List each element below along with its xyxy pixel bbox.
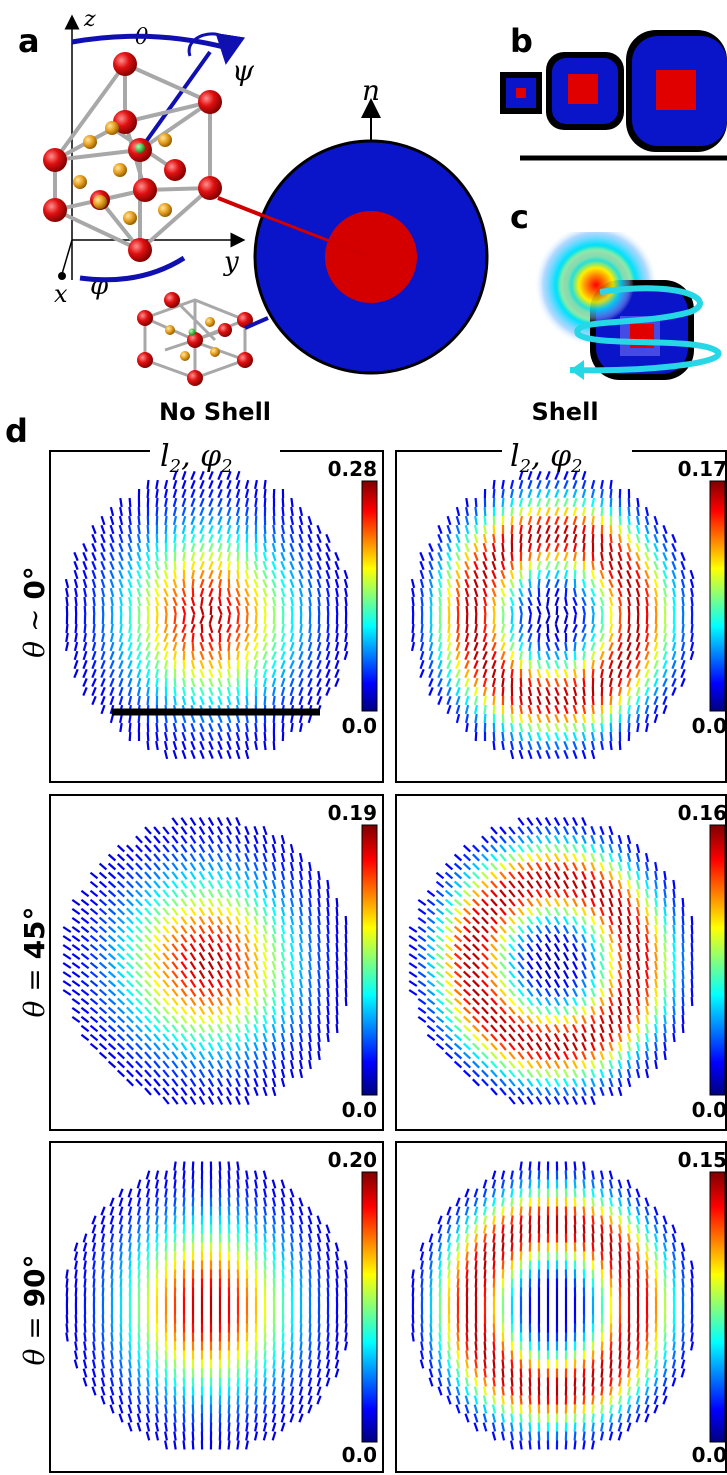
col-title-shell: Shell [531,398,598,426]
quiver-r0-c1 [410,470,695,760]
cbar-max: 0.17 [678,457,727,481]
cbar-max: 0.28 [328,457,377,481]
axis-label-x: x [54,280,68,308]
angle-label-psi: ψ [232,54,255,87]
panel-label-c: c [510,198,529,236]
psi-rotation-arrow [187,32,246,65]
pointer-line-blue [244,316,269,330]
colorbar-r2-c0: 0.20 0.0 [328,1148,378,1467]
cbar-max: 0.16 [678,801,727,825]
panel-a: a z y x θ ψ φ [18,7,489,386]
cbar-min: 0.0 [692,1098,727,1122]
plot-frames [49,450,727,1473]
colorbar-r1-c1: 0.16 0.0 [678,801,727,1122]
x-axis [61,239,73,275]
panel-b: b [500,22,727,161]
inner-disk [325,211,417,303]
quiver-r1-c0 [62,816,348,1106]
cbar-min: 0.0 [342,1098,377,1122]
plot-frame [49,450,384,783]
axis-label-y: y [223,247,239,277]
col-subtitle-shell: l2, φ2 [510,439,583,477]
col-title-no-shell: No Shell [159,398,271,426]
row-label-theta-90: θ = 90° [18,1254,51,1365]
panel-c: c [510,198,722,380]
col-subtitle-no-shell: l2, φ2 [160,439,233,477]
panel-d: d No Shell Shell l2, φ2 l2, φ2 0.28 0.0 … [5,398,727,1473]
phi-arc [79,255,186,283]
cbar-max: 0.19 [328,801,377,825]
colorbar-r0-c0: 0.28 0.0 [328,457,378,738]
plot-frame [395,794,727,1131]
panel-label-d: d [5,412,28,450]
row-label-theta-0: θ ∼ 0° [18,566,51,658]
row-label-theta-45: θ = 45° [18,906,51,1017]
swirl-arrow [569,285,722,374]
orientation-axis [138,50,212,152]
colorbar-r0-c1: 0.17 0.0 [678,457,727,738]
quiver-fields [62,470,695,1450]
theta-arc [71,33,229,51]
quiver-r1-c1 [408,816,694,1106]
plot-frame [395,1141,727,1473]
quiver-r2-c1 [411,1161,694,1450]
plot-frame [49,1141,384,1473]
axis-label-z: z [83,7,96,32]
cbar-min: 0.0 [342,714,377,738]
panel-label-a: a [18,22,40,60]
cbar-min: 0.0 [692,1443,727,1467]
normal-label: n [362,74,380,107]
quiver-r2-c0 [65,1161,348,1450]
cbar-max: 0.15 [678,1148,727,1172]
pointer-line-red-inside [217,196,372,259]
center-atom [135,143,145,153]
small-atoms [73,121,172,225]
origin-dot [58,272,66,280]
cbar-min: 0.0 [692,714,727,738]
cbar-min: 0.0 [342,1443,377,1467]
plot-frame [49,794,384,1131]
plot-frame [395,450,727,783]
cbar-max: 0.20 [328,1148,377,1172]
angle-label-phi: φ [90,271,109,301]
colorbar-r1-c0: 0.19 0.0 [328,801,378,1122]
panel-label-b: b [510,22,533,60]
colorbar-r2-c1: 0.15 0.0 [678,1148,727,1467]
small-cell-atoms [137,292,253,386]
quiver-r0-c0 [64,470,349,760]
